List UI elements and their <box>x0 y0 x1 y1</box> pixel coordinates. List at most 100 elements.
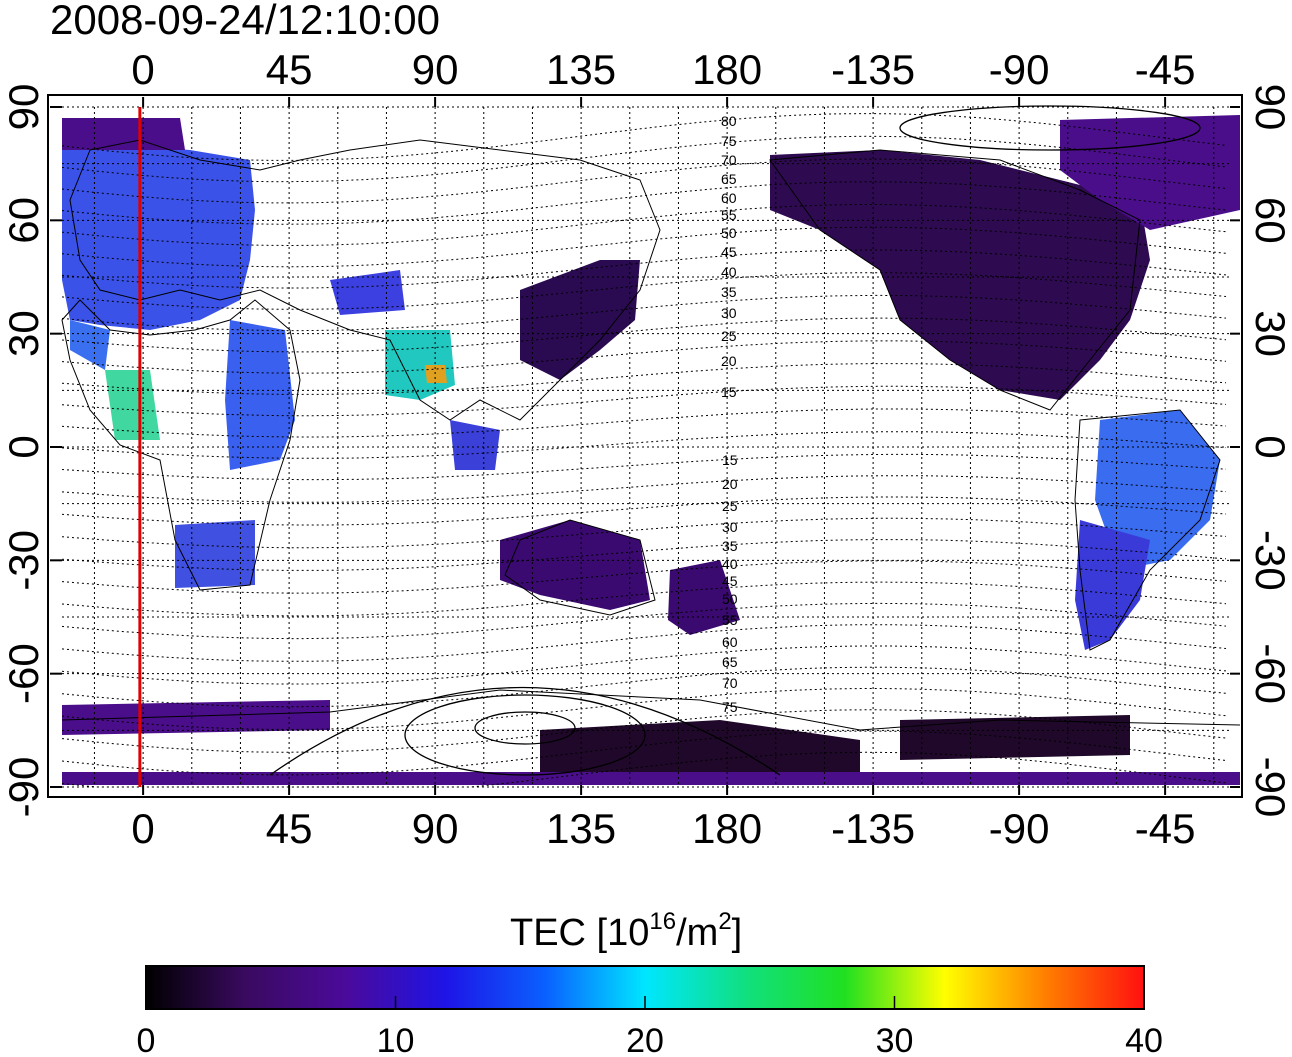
colorbar-tick-label: 20 <box>626 1022 664 1057</box>
latitude-tick-label: -90 <box>1247 757 1292 818</box>
latitude-tick-label: -60 <box>1247 643 1292 704</box>
contour-label: 25 <box>722 498 738 514</box>
magnetic-contour-line <box>61 517 1227 549</box>
contour-label: 80 <box>721 113 737 129</box>
contour-label: 40 <box>722 556 738 572</box>
contour-label: 30 <box>722 519 738 535</box>
magnetic-latitude-contours <box>61 113 1227 788</box>
contour-label: 55 <box>721 207 737 223</box>
latitude-tick-label: -30 <box>0 530 47 591</box>
longitude-tick-label: 180 <box>692 805 762 852</box>
contour-label: 15 <box>722 452 738 468</box>
magnetic-contour-line <box>61 560 1227 594</box>
colorbar-tick-label: 0 <box>137 1022 156 1057</box>
latitude-tick-label: 30 <box>1247 310 1292 357</box>
contour-label: 55 <box>722 612 738 628</box>
magnetic-contour-line <box>61 408 1227 438</box>
top-longitude-labels: 0 45 90 135 180 -135 -90 -45 <box>131 46 1195 93</box>
magnetic-contour-line <box>61 539 1227 571</box>
tec-region-north-america <box>770 150 1150 400</box>
tec-region-australia <box>500 520 650 610</box>
tec-region-africa-west-outer <box>70 320 110 370</box>
magnetic-contour-line <box>61 272 1227 310</box>
contour-label: 45 <box>721 244 737 260</box>
timestamp-title: 2008-09-24/12:10:00 <box>50 0 440 43</box>
tec-region-europe <box>62 145 255 330</box>
colorbar-tick-label: 40 <box>1125 1022 1163 1057</box>
tec-region-south-america-north <box>1095 410 1220 570</box>
longitude-tick-label: 90 <box>412 805 459 852</box>
magnetic-contour-line <box>61 363 1227 395</box>
latitude-tick-label: -60 <box>0 643 47 704</box>
contour-label: 30 <box>721 305 737 321</box>
magnetic-contour-line <box>61 431 1227 459</box>
contour-label: 50 <box>722 591 738 607</box>
longitude-tick-label: -45 <box>1135 46 1196 93</box>
colorbar: TEC [1016/m2] 0 10 20 30 40 <box>137 908 1163 1057</box>
left-latitude-labels: 90 60 30 0 -30 -60 -90 <box>0 84 47 818</box>
longitude-tick-label: 45 <box>266 805 313 852</box>
tec-region-greenland <box>1060 115 1240 230</box>
contour-label: 20 <box>722 476 738 492</box>
latitude-tick-label: 60 <box>1247 197 1292 244</box>
latitude-tick-label: -30 <box>1247 530 1292 591</box>
latitude-tick-label: 0 <box>1247 435 1292 458</box>
tec-region-antarctica <box>62 772 1240 785</box>
longitude-tick-label: 135 <box>546 46 616 93</box>
contour-label: 35 <box>721 284 737 300</box>
tec-region-new-zealand <box>668 560 740 635</box>
right-latitude-labels: 90 60 30 0 -30 -60 -90 <box>1247 84 1292 818</box>
tec-region-europe-north <box>62 118 185 150</box>
latitude-tick-label: 90 <box>1247 84 1292 131</box>
latitude-tick-label: 0 <box>0 435 47 458</box>
coastlines <box>61 139 1241 731</box>
colorbar-tick-label: 30 <box>876 1022 914 1057</box>
tec-region-india-hot <box>425 365 447 383</box>
magnetic-contour-line <box>61 340 1227 374</box>
lat-lon-grid <box>62 106 1230 788</box>
latitude-tick-label: 60 <box>0 197 47 244</box>
contour-label: 50 <box>721 225 737 241</box>
longitude-tick-label: 45 <box>266 46 313 93</box>
tec-region-africa-south <box>175 520 255 588</box>
bottom-longitude-labels: 0 45 90 135 180 -135 -90 -45 <box>131 805 1195 852</box>
contour-label: 75 <box>721 133 737 149</box>
longitude-tick-label: -135 <box>831 805 915 852</box>
latitude-tick-label: -90 <box>0 757 47 818</box>
latitude-tick-label: 30 <box>0 310 47 357</box>
contour-label: 35 <box>722 538 738 554</box>
contour-label: 60 <box>722 634 738 650</box>
colorbar-ticks: 0 10 20 30 40 <box>137 996 1163 1057</box>
longitude-tick-label: 180 <box>692 46 762 93</box>
frame-ticks <box>50 97 1240 795</box>
colorbar-title: TEC [1016/m2] <box>510 908 742 954</box>
magnetic-contour-line <box>61 496 1227 526</box>
longitude-tick-label: -45 <box>1135 805 1196 852</box>
contour-label: 15 <box>721 384 737 400</box>
longitude-tick-label: 90 <box>412 46 459 93</box>
contour-label: 45 <box>722 573 738 589</box>
contour-label: 70 <box>721 152 737 168</box>
magnetic-pole-contours <box>269 105 1201 776</box>
contour-label: 70 <box>722 675 738 691</box>
latitude-tick-label: 90 <box>0 84 47 131</box>
tec-region-africa-east <box>225 320 295 470</box>
longitude-tick-label: 135 <box>546 805 616 852</box>
contour-label: 75 <box>722 699 738 715</box>
tec-data-layer <box>62 115 1240 785</box>
contour-label: 65 <box>721 171 737 187</box>
contour-label: 40 <box>721 264 737 280</box>
magnetic-contour-line <box>61 294 1227 332</box>
magnetic-contour-line <box>61 581 1227 617</box>
magnetic-contour-line <box>61 475 1227 503</box>
contour-label: 20 <box>721 353 737 369</box>
magnetic-contour-line <box>61 385 1227 417</box>
contour-label: 65 <box>722 654 738 670</box>
tec-region-east-asia <box>520 260 640 380</box>
longitude-tick-label: 0 <box>131 46 154 93</box>
longitude-tick-label: -90 <box>989 46 1050 93</box>
contour-label: 60 <box>721 190 737 206</box>
